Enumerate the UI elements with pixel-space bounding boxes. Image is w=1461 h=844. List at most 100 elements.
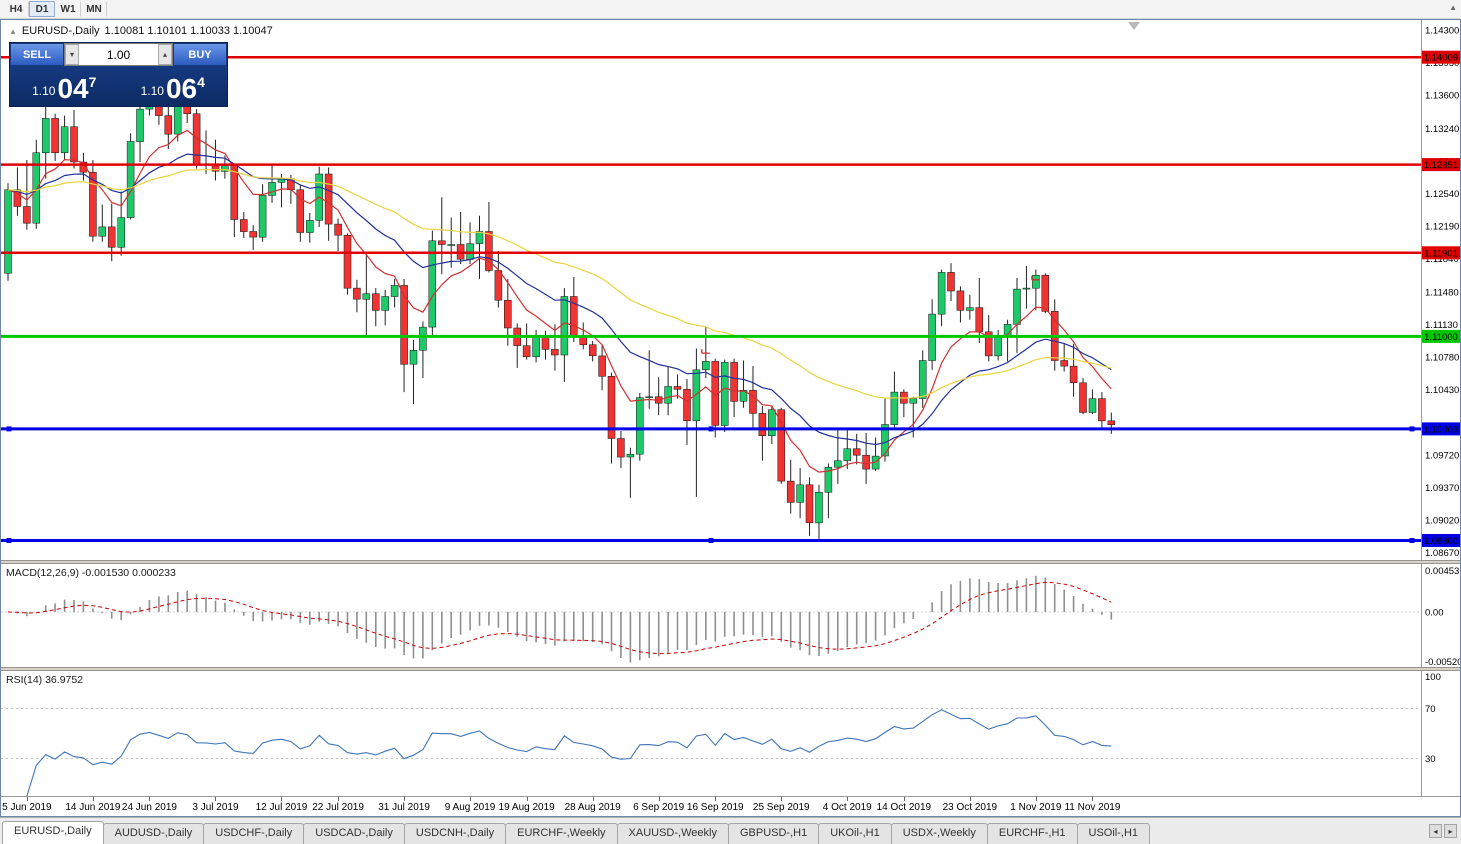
one-click-trading-panel: SELL ▾ ▴ BUY 1.10 04 7 1.10 06 4 [9, 42, 228, 107]
top-toolbar: H4 D1 W1 MN ▲ [0, 0, 1461, 19]
svg-text:-0.005208: -0.005208 [1425, 657, 1460, 667]
date-tick [1092, 797, 1094, 801]
date-tick [338, 797, 340, 801]
svg-text:1.10003: 1.10003 [1424, 424, 1458, 435]
medium-ma-line [7, 153, 1112, 446]
chart-tab-usdx-weekly[interactable]: USDX-,Weekly [890, 823, 988, 844]
volume-field: ▾ ▴ [64, 43, 173, 66]
trade-marker [701, 349, 710, 354]
buy-price-point: 4 [197, 74, 205, 90]
fast-ma-line [7, 129, 1112, 473]
chart-tab-audusd-daily[interactable]: AUDUSD-,Daily [102, 823, 205, 844]
panel-divider[interactable] [1, 667, 1460, 671]
svg-text:1.09370: 1.09370 [1425, 483, 1459, 494]
chart-tab-eurchf-weekly[interactable]: EURCHF-,Weekly [505, 823, 618, 844]
slow-ma-line [7, 168, 1112, 399]
horizontal-lines[interactable] [1, 55, 1421, 544]
candlesticks [4, 93, 1116, 542]
hline-handle [708, 426, 714, 432]
date-label: 11 Nov 2019 [1064, 802, 1121, 813]
date-label: 22 Jul 2019 [312, 802, 364, 813]
date-label: 1 Nov 2019 [1010, 802, 1062, 813]
ohlc-values: 1.10081 1.10101 1.10033 1.10047 [104, 25, 273, 37]
hline-price-label [1422, 422, 1460, 436]
date-label: 3 Jul 2019 [192, 802, 239, 813]
date-tick [404, 797, 406, 801]
chart-tab-usdcnh-daily[interactable]: USDCNH-,Daily [403, 823, 507, 844]
hline-handle [6, 538, 12, 544]
svg-text:1.12851: 1.12851 [1424, 160, 1458, 171]
moving-averages [7, 129, 1112, 473]
date-label: 14 Jun 2019 [65, 802, 121, 813]
date-label: 4 Oct 2019 [822, 802, 872, 813]
timeframe-button-h4[interactable]: H4 [3, 1, 29, 17]
svg-text:0.004536: 0.004536 [1425, 566, 1460, 577]
date-tick [592, 797, 594, 801]
date-tick [847, 797, 849, 801]
svg-text:70: 70 [1425, 704, 1436, 715]
hline-price-label [1422, 329, 1460, 343]
chart-tabs: EURUSD-,Daily AUDUSD-,Daily USDCHF-,Daily U… [2, 818, 1151, 844]
svg-text:1.12540: 1.12540 [1425, 189, 1459, 200]
hline-handle [1409, 426, 1415, 432]
one-click-collapse-icon[interactable]: ▲ [9, 26, 17, 36]
volume-increase-button[interactable]: ▴ [158, 44, 172, 65]
rsi-indicator-panel[interactable]: 100 70 30 [1, 671, 1460, 796]
sell-button[interactable]: SELL [10, 43, 64, 66]
trade-markers [701, 275, 1040, 354]
rsi-line [26, 709, 1112, 796]
svg-text:1.14300: 1.14300 [1425, 26, 1459, 37]
chart-tab-usdchf-daily[interactable]: USDCHF-,Daily [203, 823, 305, 844]
svg-text:1.08800: 1.08800 [1424, 536, 1458, 547]
chart-tab-usoil-h1[interactable]: USOil-,H1 [1076, 823, 1151, 844]
date-label: 6 Sep 2019 [633, 802, 685, 813]
date-label: 25 Sep 2019 [752, 802, 810, 813]
price-axis[interactable]: 1.143001.139501.136001.132401.128901.125… [1421, 20, 1461, 560]
svg-text:1.09720: 1.09720 [1425, 451, 1459, 462]
chart-tab-bar: EURUSD-,Daily AUDUSD-,Daily USDCHF-,Daily U… [0, 817, 1461, 844]
tab-scroll-arrows: ◂ ▸ [1429, 824, 1457, 838]
tab-scroll-right-button[interactable]: ▸ [1444, 824, 1457, 838]
date-label: 23 Oct 2019 [942, 802, 998, 813]
chart-tab-eurusd-daily[interactable]: EURUSD-,Daily [2, 821, 104, 844]
chart-shift-marker-icon [1128, 22, 1140, 30]
sell-price-point: 7 [88, 74, 97, 90]
date-tick [715, 797, 717, 801]
chart-tab-gbpusd-h1[interactable]: GBPUSD-,H1 [727, 823, 820, 844]
svg-text:1.11000: 1.11000 [1424, 332, 1458, 343]
volume-decrease-button[interactable]: ▾ [65, 44, 79, 65]
chart-tab-xauusd-weekly[interactable]: XAUUSD-,Weekly [616, 823, 729, 844]
date-label: 14 Oct 2019 [876, 802, 932, 813]
svg-text:1.13240: 1.13240 [1425, 124, 1459, 135]
svg-text:1.11840: 1.11840 [1425, 254, 1459, 265]
buy-price-pips: 06 [165, 73, 198, 104]
volume-input[interactable] [79, 44, 158, 65]
macd-indicator-panel[interactable]: 0.004536 0.00 -0.005208 [1, 564, 1460, 667]
timeframe-button-mn[interactable]: MN [81, 1, 107, 17]
toolbar-overflow-icon[interactable]: ▲ [1449, 3, 1457, 12]
symbol-label: EURUSD-,Daily [21, 25, 100, 37]
timeframe-button-w1[interactable]: W1 [55, 1, 81, 17]
date-axis[interactable]: 5 Jun 2019 14 Jun 2019 24 Jun 2019 3 Jul 20… [1, 796, 1460, 816]
date-label: 31 Jul 2019 [378, 802, 430, 813]
date-label: 19 Aug 2019 [498, 802, 555, 813]
buy-price[interactable]: 1.10 06 4 [119, 66, 228, 106]
chart-tab-ukoil-h1[interactable]: UKOil-,H1 [818, 823, 892, 844]
sell-price[interactable]: 1.10 04 7 [10, 66, 119, 106]
chart-window: 1.143001.139501.136001.132401.128901.125… [0, 19, 1461, 817]
tab-scroll-left-button[interactable]: ◂ [1429, 824, 1442, 838]
timeframe-button-d1[interactable]: D1 [29, 1, 55, 17]
chart-tab-usdcad-daily[interactable]: USDCAD-,Daily [303, 823, 405, 844]
svg-text:1.12190: 1.12190 [1425, 222, 1459, 233]
date-tick [526, 797, 528, 801]
macd-signal-line [7, 581, 1112, 655]
date-label: 9 Aug 2019 [444, 802, 496, 813]
chart-tab-eurchf-h1[interactable]: EURCHF-,H1 [986, 823, 1078, 844]
hline-handle [708, 538, 714, 544]
buy-button[interactable]: BUY [173, 43, 227, 66]
hline-price-label [1422, 246, 1460, 260]
main-price-chart[interactable]: 1.143001.139501.136001.132401.128901.125… [1, 20, 1460, 560]
date-tick [781, 797, 783, 801]
panel-divider[interactable] [1, 560, 1460, 564]
svg-text:1.14009: 1.14009 [1424, 53, 1458, 64]
